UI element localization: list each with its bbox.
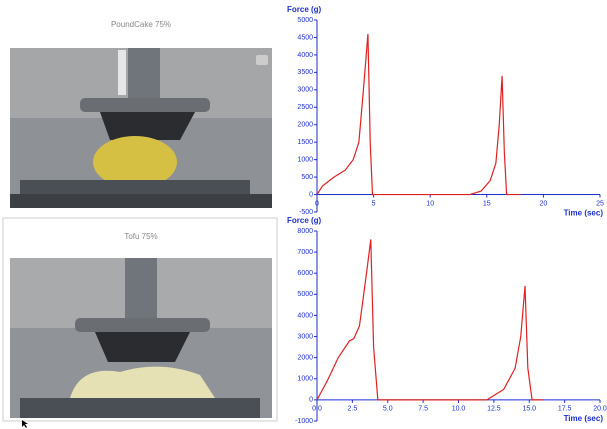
y-tick-label: -500 <box>299 209 313 216</box>
x-tick-label: 15 <box>483 200 491 207</box>
y-tick-label: 1000 <box>297 376 313 383</box>
y-tick-label: 0 <box>309 191 313 198</box>
probe-plate <box>75 318 210 332</box>
y-tick-label: 3500 <box>297 69 313 76</box>
probe-label <box>118 50 126 95</box>
y-tick-label: 6000 <box>297 270 313 277</box>
probe-shaft <box>125 258 157 318</box>
x-tick-label: 25 <box>596 200 604 207</box>
x-tick-label: 15.0 <box>522 406 536 413</box>
x-tick-label: 0 <box>315 200 319 207</box>
y-tick-label: 4000 <box>297 52 313 59</box>
y-tick-label: 3000 <box>297 333 313 340</box>
platform <box>20 398 260 418</box>
x-tick-label: 7.5 <box>418 406 428 413</box>
y-tick-label: 2500 <box>297 104 313 111</box>
x-tick-label: 5 <box>372 200 376 207</box>
y-tick-label: 1000 <box>297 156 313 163</box>
y-tick-label: 2000 <box>297 355 313 362</box>
x-tick-label: 5.0 <box>383 406 393 413</box>
x-tick-label: 12.5 <box>487 406 501 413</box>
y-axis-label: Force (g) <box>287 5 322 14</box>
probe-base <box>95 332 190 362</box>
x-axis-label: Time (sec) <box>564 414 604 423</box>
y-tick-label: 5000 <box>297 17 313 24</box>
like-button[interactable] <box>256 55 268 65</box>
y-tick-label: 8000 <box>297 228 313 235</box>
video-frame[interactable] <box>10 258 272 418</box>
probe-plate <box>80 98 210 112</box>
y-tick-label: 4500 <box>297 34 313 41</box>
video-caption: PoundCake 75% <box>111 20 171 29</box>
x-axis-label: Time (sec) <box>564 209 604 218</box>
x-tick-label: 10 <box>426 200 434 207</box>
x-tick-label: 2.5 <box>348 406 358 413</box>
x-tick-label: 10.0 <box>452 406 466 413</box>
x-tick-label: 17.5 <box>558 406 572 413</box>
controls[interactable] <box>10 194 272 208</box>
platform <box>20 180 250 194</box>
y-axis-label: Force (g) <box>287 216 322 225</box>
y-tick-label: 2000 <box>297 122 313 129</box>
y-tick-label: 3000 <box>297 87 313 94</box>
y-tick-label: 5000 <box>297 291 313 298</box>
x-tick-label: 20.0 <box>593 406 607 413</box>
x-tick-label: 0.0 <box>312 406 322 413</box>
probe-shaft <box>128 48 160 103</box>
screen: PoundCake 75% Tofu 75% -5000500100015002… <box>0 0 607 429</box>
video-caption: Tofu 75% <box>124 232 157 241</box>
video-frame[interactable] <box>10 48 272 208</box>
y-tick-label: -1000 <box>295 418 313 425</box>
probe-base <box>100 112 195 140</box>
y-tick-label: 4000 <box>297 312 313 319</box>
y-tick-label: 1500 <box>297 139 313 146</box>
y-tick-label: 0 <box>309 397 313 404</box>
x-tick-label: 20 <box>540 200 548 207</box>
y-tick-label: 7000 <box>297 249 313 256</box>
y-tick-label: 500 <box>301 174 313 181</box>
